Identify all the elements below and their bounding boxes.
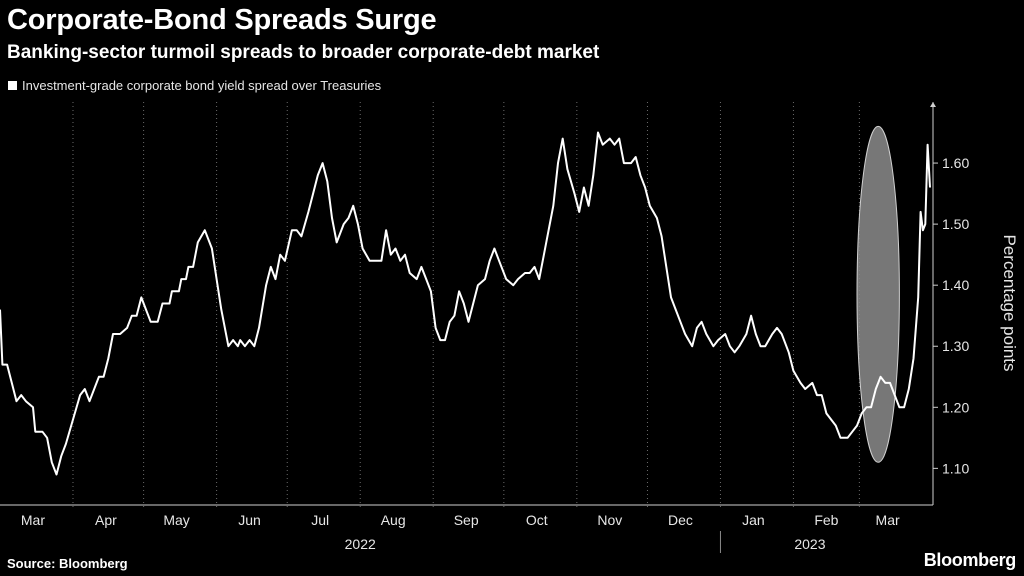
chart-legend: Investment-grade corporate bond yield sp… xyxy=(8,78,381,93)
x-tick-label: Jul xyxy=(311,512,329,528)
x-tick-label: Mar xyxy=(876,512,900,528)
y-tick-label: 1.40 xyxy=(942,277,969,293)
bloomberg-logo: Bloomberg xyxy=(923,550,1017,570)
x-tick-label: Nov xyxy=(597,512,622,528)
y-axis-arrow xyxy=(930,102,936,107)
highlight-ellipse xyxy=(856,125,900,463)
x-tick-label: Apr xyxy=(95,512,117,528)
y-tick-label: 1.10 xyxy=(942,460,969,476)
source-note: Source: Bloomberg xyxy=(7,556,128,571)
y-tick-label: 1.60 xyxy=(942,155,969,171)
year-label: 2022 xyxy=(345,536,376,552)
y-axis-label: Percentage points xyxy=(1000,234,1019,371)
chart-subtitle: Banking-sector turmoil spreads to broade… xyxy=(7,42,600,63)
x-tick-label: Sep xyxy=(454,512,479,528)
x-tick-label: Jun xyxy=(238,512,261,528)
legend-label: Investment-grade corporate bond yield sp… xyxy=(22,78,382,93)
year-label: 2023 xyxy=(794,536,825,552)
series-line xyxy=(0,131,931,476)
grid-layer xyxy=(72,102,860,510)
y-tick-label: 1.20 xyxy=(942,399,969,415)
y-tick-label: 1.50 xyxy=(942,216,969,232)
x-tick-label: Mar xyxy=(21,512,45,528)
y-tick-label: 1.30 xyxy=(942,338,969,354)
axis-layer: 1.10 1.20 1.30 1.40 1.50 1.60 Mar Apr May Jun Jul A… xyxy=(0,102,969,553)
chart-title: Corporate-Bond Spreads Surge xyxy=(7,4,437,36)
series-layer xyxy=(0,131,931,476)
x-tick-label: Feb xyxy=(814,512,838,528)
x-tick-label: Oct xyxy=(526,512,548,528)
x-tick-label: May xyxy=(163,512,189,528)
x-tick-label: Aug xyxy=(381,512,406,528)
highlight-layer xyxy=(856,125,900,463)
legend-swatch xyxy=(8,81,17,90)
x-tick-label: Dec xyxy=(668,512,693,528)
x-tick-label: Jan xyxy=(742,512,765,528)
